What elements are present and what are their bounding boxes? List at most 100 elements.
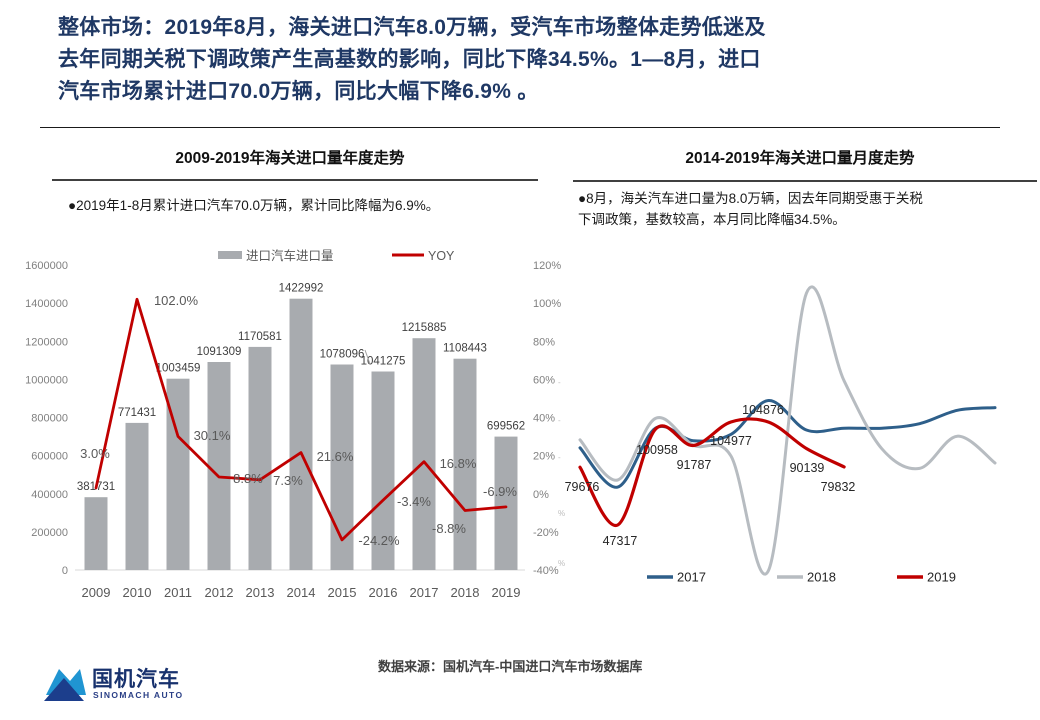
bar-value-label: 1003459	[156, 363, 201, 375]
monthly-point-label: 91787	[677, 458, 712, 472]
left-axis-tick-label: 400000	[31, 489, 68, 501]
bar	[248, 346, 272, 570]
yoy-point-label: 30.1%	[194, 428, 231, 443]
right-axis-tick-label: 60%	[533, 374, 555, 386]
year-label: 2017	[410, 585, 439, 600]
yoy-point-label: -6.9%	[483, 484, 517, 499]
right-axis-tick-label: 40%	[533, 413, 555, 425]
yoy-point-label: 102.0%	[154, 293, 199, 308]
bar	[125, 422, 149, 570]
right-axis-tick-label: -20%	[533, 527, 559, 539]
annual-bar-chart: 进口汽车进口量 YOY 0 200000 400000 600000 800000 10000…	[25, 248, 561, 600]
left-axis-tick-label: 200000	[31, 527, 68, 539]
yoy-point-label: 3.0%	[80, 446, 110, 461]
clipped-axis-fragment: -	[558, 416, 561, 425]
monthly-point-label: 79676	[565, 480, 600, 494]
yoy-point-label: 21.6%	[317, 449, 354, 464]
right-axis-tick-label: 120%	[533, 260, 561, 272]
annual-chart-note: ●2019年1-8月累计进口汽车70.0万辆，累计同比降幅为6.9%。	[68, 198, 440, 213]
monthly-point-label: 90139	[790, 461, 825, 475]
logo-mountain-dark	[44, 678, 84, 701]
page-title: 整体市场：2019年8月，海关进口汽车8.0万辆，受汽车市场整体走势低迷及 去年…	[58, 12, 988, 108]
logo-text-cn: 国机汽车	[92, 668, 180, 691]
legend-year-label: 2018	[807, 570, 836, 585]
monthly-point-label: 104876	[742, 403, 784, 417]
bar	[289, 298, 313, 570]
monthly-point-label: 79832	[821, 480, 856, 494]
left-axis-tick-label: 1600000	[25, 260, 68, 272]
right-axis-tick-label: 20%	[533, 451, 555, 463]
bar-value-label: 1422992	[279, 283, 324, 295]
monthly-point-label: 47317	[603, 534, 638, 548]
left-axis-tick-label: 1400000	[25, 298, 68, 310]
monthly-chart-title: 2014-2019年海关进口量月度走势	[685, 150, 915, 167]
header-line-2: 去年同期关税下调政策产生高基数的影响，同比下降34.5%。1—8月，进口	[58, 48, 761, 71]
clipped-axis-fragment: -	[558, 378, 561, 387]
clipped-axis-fragment: %	[558, 509, 565, 518]
line-2019	[578, 417, 846, 527]
yoy-point-label: 7.3%	[273, 473, 303, 488]
header-divider	[40, 127, 1000, 128]
legend-year-label: 2019	[927, 570, 956, 585]
logo-text-en: SINOMACH AUTO	[93, 690, 184, 700]
year-label: 2014	[287, 585, 316, 600]
right-axis-tick-label: 100%	[533, 298, 561, 310]
monthly-point-label: 100958	[636, 443, 678, 457]
bar-value-label: 1078096	[320, 348, 365, 360]
line-2018	[578, 285, 997, 576]
monthly-point-label: 104977	[710, 434, 752, 448]
monthly-legend-item: 2018	[777, 570, 836, 585]
sinomach-logo-icon	[44, 669, 86, 701]
bar	[330, 364, 354, 570]
monthly-legend-item: 2017	[647, 570, 706, 585]
bar	[412, 338, 436, 570]
yoy-line	[94, 297, 508, 542]
left-axis-tick-label: 800000	[31, 413, 68, 425]
legend-bar-label: 进口汽车进口量	[246, 248, 334, 263]
monthly-title-underline	[573, 180, 1037, 182]
bar-value-label: 1215885	[402, 322, 447, 334]
bar	[166, 378, 190, 570]
import-volume-bars	[84, 298, 518, 570]
yoy-point-label: 16.8%	[440, 456, 477, 471]
left-axis-tick-label: 600000	[31, 451, 68, 463]
monthly-note-line-2: 下调政策，基数较高，本月同比降幅34.5%。	[578, 212, 846, 227]
year-label: 2013	[246, 585, 275, 600]
year-label: 2011	[164, 585, 192, 600]
header-line-3: 汽车市场累计进口70.0万辆，同比大幅下降6.9% 。	[58, 80, 539, 103]
label-leader-line	[364, 349, 371, 365]
yoy-point-label: -8.8%	[432, 521, 466, 536]
right-axis-tick-label: -40%	[533, 565, 559, 577]
left-axis-tick-label: 1200000	[25, 336, 68, 348]
bar	[453, 358, 477, 570]
year-label: 2019	[492, 585, 521, 600]
legend-bar-swatch	[218, 251, 242, 259]
year-label: 2018	[451, 585, 480, 600]
right-axis-tick-label: 0%	[533, 489, 549, 501]
bar-value-label: 699562	[487, 421, 525, 433]
right-axis-tick-label: 80%	[533, 336, 555, 348]
legend-yoy-label: YOY	[428, 249, 455, 263]
year-label: 2009	[82, 585, 111, 600]
bar	[84, 497, 108, 570]
left-axis-tick-label: 1000000	[25, 374, 68, 386]
bar-value-label: 771431	[118, 407, 156, 419]
monthly-legend-item: 2019	[897, 570, 956, 585]
annual-title-underline	[52, 179, 538, 181]
bar-value-label: 1041275	[361, 356, 406, 368]
bar-value-label: 1091309	[197, 346, 242, 358]
yoy-point-label: 8.8%	[233, 471, 263, 486]
bar	[371, 371, 395, 570]
line-2017	[578, 399, 997, 489]
annual-legend: 进口汽车进口量 YOY	[218, 248, 455, 263]
year-label: 2010	[123, 585, 152, 600]
bar	[494, 436, 518, 570]
year-label: 2015	[328, 585, 357, 600]
bar	[207, 362, 231, 570]
clipped-axis-fragment: %	[558, 559, 565, 568]
year-label: 2012	[205, 585, 234, 600]
data-source: 数据来源：国机汽车-中国进口汽车市场数据库	[378, 659, 643, 674]
yoy-point-label: -3.4%	[397, 494, 431, 509]
